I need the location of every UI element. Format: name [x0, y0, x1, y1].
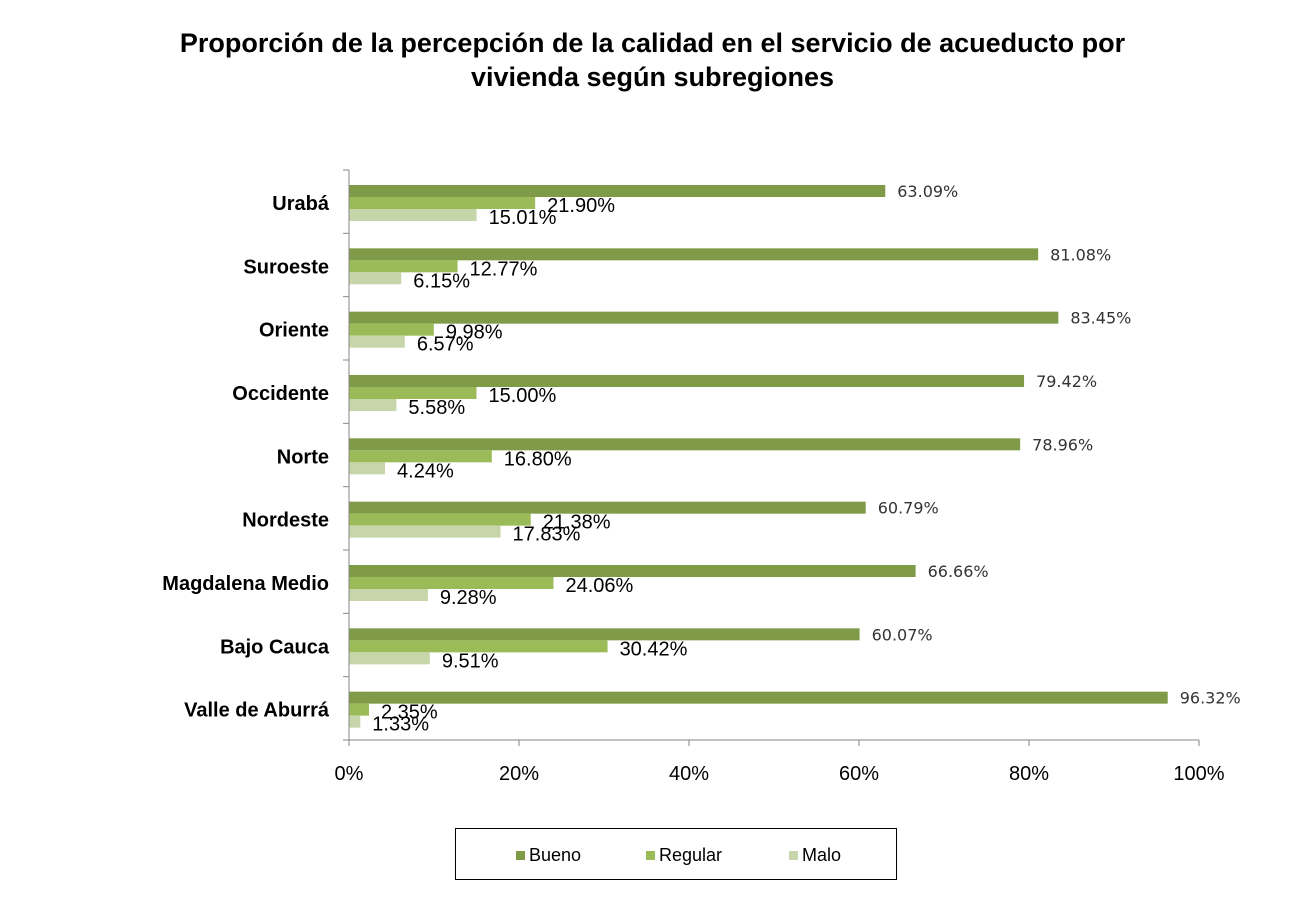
x-tick-label: 40%: [669, 763, 709, 785]
value-label-bueno-valle-de-aburra: 96.32%: [1180, 689, 1241, 708]
bar-regular-magdalena-medio: [349, 577, 554, 589]
value-label-regular-uraba: 21.90%: [547, 195, 615, 217]
legend-swatch-malo: [789, 851, 798, 860]
value-label-malo-magdalena-medio: 9.28%: [440, 587, 497, 609]
bar-bueno-valle-de-aburra: [349, 691, 1168, 704]
x-tick-label: 60%: [839, 763, 879, 785]
value-label-bueno-norte: 78.96%: [1032, 435, 1093, 454]
legend-item-malo: Malo: [789, 845, 841, 865]
bar-malo-suroeste: [349, 272, 402, 285]
bar-regular-bajo-cauca: [349, 640, 608, 653]
category-label-suroeste: Suroeste: [243, 256, 329, 278]
category-label-nordeste: Nordeste: [242, 510, 329, 532]
bar-malo-bajo-cauca: [349, 652, 430, 665]
value-label-malo-nordeste: 17.83%: [513, 524, 581, 546]
bar-bueno-oriente: [349, 311, 1059, 324]
bar-malo-oriente: [349, 335, 405, 348]
category-label-uraba: Urabá: [272, 193, 330, 215]
bar-malo-occidente: [349, 399, 397, 411]
bar-bueno-suroeste: [349, 248, 1039, 261]
legend-swatch-bueno: [516, 851, 525, 860]
value-label-regular-magdalena-medio: 24.06%: [566, 575, 634, 597]
value-label-regular-bajo-cauca: 30.42%: [620, 638, 688, 660]
bar-malo-nordeste: [349, 525, 501, 538]
category-label-norte: Norte: [277, 446, 329, 468]
value-label-regular-suroeste: 12.77%: [470, 258, 538, 280]
legend-label-malo: Malo: [802, 845, 842, 865]
bar-malo-magdalena-medio: [349, 589, 428, 601]
value-label-regular-nordeste: 21.38%: [543, 512, 611, 534]
legend-item-regular: Regular: [646, 845, 722, 865]
bar-regular-suroeste: [349, 260, 458, 273]
category-label-occidente: Occidente: [232, 383, 329, 405]
bar-malo-uraba: [349, 209, 477, 221]
value-label-malo-bajo-cauca: 9.51%: [442, 650, 499, 672]
bar-bueno-bajo-cauca: [349, 628, 860, 641]
value-label-malo-valle-de-aburra: 1.33%: [372, 714, 429, 736]
value-label-malo-norte: 4.24%: [397, 460, 454, 482]
x-tick-label: 0%: [335, 763, 364, 785]
bar-regular-nordeste: [349, 513, 531, 526]
value-label-bueno-occidente: 79.42%: [1036, 372, 1097, 391]
bar-regular-oriente: [349, 323, 434, 336]
value-label-bueno-uraba: 63.09%: [897, 182, 958, 201]
value-label-bueno-bajo-cauca: 60.07%: [872, 625, 933, 644]
value-label-regular-occidente: 15.00%: [489, 385, 557, 407]
category-label-valle-de-aburra: Valle de Aburrá: [184, 700, 330, 722]
value-labels-layer: 63.09% 21.90%15.01% 81.08% 12.77%6.15% 83.45…: [372, 182, 1240, 736]
chart-title-line-1: Proporción de la percepción de la calida…: [179, 28, 1126, 58]
value-label-malo-oriente: 6.57%: [417, 334, 474, 356]
bars-layer: [349, 185, 1168, 728]
bar-bueno-magdalena-medio: [349, 565, 916, 577]
x-tick-label: 20%: [499, 763, 539, 785]
category-label-magdalena-medio: Magdalena Medio: [162, 573, 329, 595]
value-label-bueno-nordeste: 60.79%: [878, 499, 939, 518]
value-label-malo-occidente: 5.58%: [408, 397, 465, 419]
bar-regular-uraba: [349, 197, 536, 209]
category-label-bajo-cauca: Bajo Cauca: [220, 636, 330, 658]
legend: Bueno Regular Malo: [455, 828, 897, 880]
value-label-bueno-suroeste: 81.08%: [1050, 245, 1111, 264]
chart-title-line-2: vivienda según subregiones: [470, 62, 835, 92]
category-label-oriente: Oriente: [259, 320, 329, 342]
bar-regular-occidente: [349, 387, 477, 399]
x-tick-label: 100%: [1173, 763, 1224, 785]
legend-label-bueno: Bueno: [529, 845, 582, 865]
value-label-bueno-magdalena-medio: 66.66%: [928, 562, 989, 581]
value-label-regular-oriente: 9.98%: [446, 322, 503, 344]
bar-malo-norte: [349, 462, 386, 475]
bar-regular-norte: [349, 450, 492, 463]
legend-item-bueno: Bueno: [516, 845, 581, 865]
bar-bueno-norte: [349, 438, 1021, 451]
axes-layer: Urabá Suroeste Oriente Occidente Norte Nordes…: [162, 169, 1225, 785]
value-label-malo-suroeste: 6.15%: [413, 270, 470, 292]
value-label-regular-valle-de-aburra: 2.35%: [381, 702, 438, 724]
legend-swatch-regular: [646, 851, 655, 860]
bar-bueno-uraba: [349, 185, 886, 197]
bar-regular-valle-de-aburra: [349, 703, 369, 716]
bar-malo-valle-de-aburra: [349, 715, 361, 728]
bar-bueno-nordeste: [349, 501, 866, 514]
chart-title: Proporción de la percepción de la calida…: [0, 26, 1305, 94]
legend-label-regular: Regular: [659, 845, 723, 865]
x-tick-label: 80%: [1009, 763, 1049, 785]
bar-bueno-occidente: [349, 375, 1025, 387]
value-label-bueno-oriente: 83.45%: [1070, 309, 1131, 328]
value-label-regular-norte: 16.80%: [504, 448, 572, 470]
value-label-malo-uraba: 15.01%: [489, 207, 557, 229]
